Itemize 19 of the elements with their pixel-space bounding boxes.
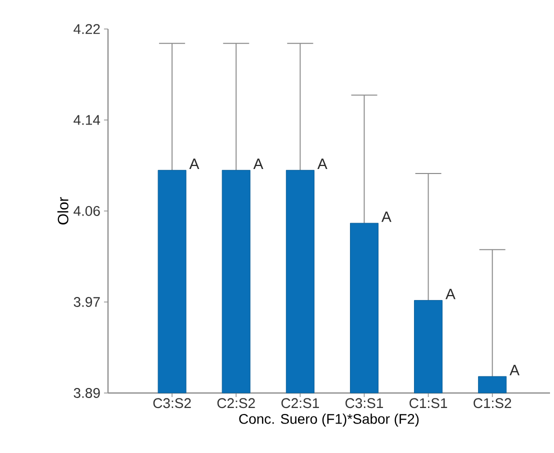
x-axis-title: Conc. Suero (F1)*Sabor (F2)	[239, 414, 419, 427]
x-tick-label: C3:S1	[346, 398, 384, 408]
y-tick-label: 3.97	[74, 297, 100, 307]
data-label: A	[317, 158, 328, 169]
x-tick-label: C2:S1	[281, 398, 319, 408]
y-axis-title: Olor	[57, 197, 68, 224]
data-label: A	[446, 288, 456, 300]
x-tick-label: C1:S2	[474, 398, 512, 408]
data-label: A	[189, 158, 200, 169]
y-tick-label: 4.06	[74, 206, 100, 216]
y-tick-label: 4.22	[74, 24, 100, 34]
data-label: A	[253, 158, 264, 169]
x-tick-label: C3:S2	[153, 398, 191, 408]
data-label: A	[381, 212, 392, 222]
y-tick-label: 4.14	[74, 115, 100, 125]
data-label: A	[510, 364, 520, 376]
x-tick-label: C2:S2	[217, 398, 255, 408]
y-tick-label: 3.89	[74, 388, 100, 398]
x-tick-label: C1:S1	[410, 398, 448, 408]
